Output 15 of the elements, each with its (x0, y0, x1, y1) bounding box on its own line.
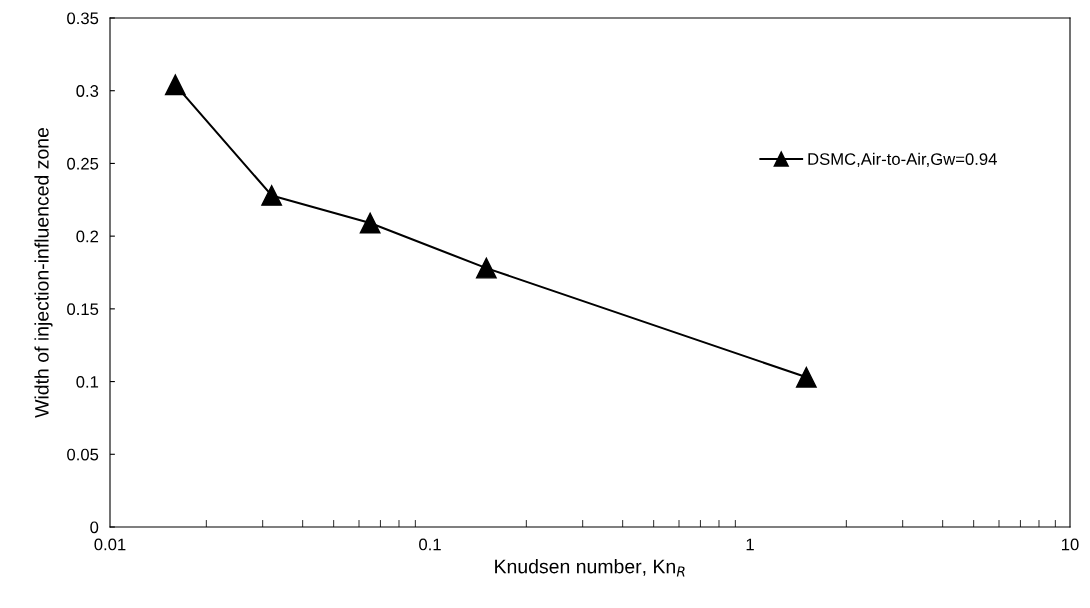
y-tick-label: 0.35 (67, 12, 99, 25)
x-tick-label: 0.1 (419, 538, 441, 551)
legend-label: DSMC,Air-to-Air,Gw=0.94 (808, 152, 997, 167)
y-tick-label: 0.25 (67, 157, 99, 170)
y-tick-label: 0.05 (67, 448, 99, 461)
x-tick-label: 1 (746, 538, 754, 551)
x-axis-title: Knudsen number, Kn$_{R}$ (495, 559, 685, 577)
y-tick-label: 0.15 (67, 303, 99, 316)
y-tick-label: 0.2 (76, 230, 99, 243)
y-axis-title: Width of injection-influenced zone (34, 127, 53, 418)
x-tick-label: 10 (1062, 538, 1079, 551)
y-tick-label: 0.3 (76, 85, 99, 97)
y-tick-label: 0.1 (76, 375, 99, 388)
x-tick-label: 0.01 (94, 538, 126, 551)
y-tick-label: 0 (90, 521, 99, 534)
